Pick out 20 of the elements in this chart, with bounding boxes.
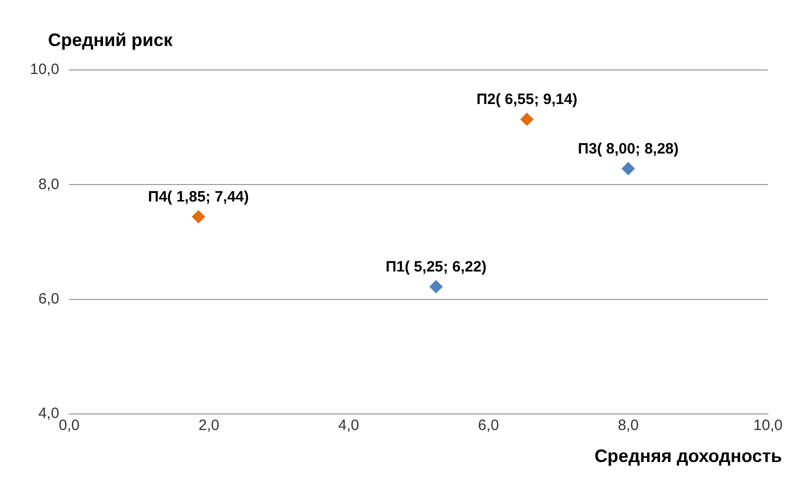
y-tick-label: 6,0: [38, 290, 60, 308]
point: [520, 112, 534, 126]
annotation: П1( 5,25; 6,22): [386, 258, 486, 276]
point: [192, 210, 205, 224]
annotation: П3( 8,00; 8,28): [578, 140, 679, 158]
point: [622, 162, 635, 176]
y-tick-label: 10,0: [30, 61, 60, 78]
annotation: П4( 1,85; 7,44): [148, 188, 249, 206]
x-tick-label: 0,0: [58, 417, 80, 434]
x-tick-label: 4,0: [338, 417, 360, 434]
x-tick-label: 6,0: [478, 417, 499, 434]
y-tick-label: 4,0: [38, 405, 60, 422]
y-tick-label: 8,0: [38, 176, 60, 193]
annotation: П2( 6,55; 9,14): [476, 90, 578, 108]
x-tick-label: 2,0: [198, 417, 220, 434]
y-axis-title: Средний риск: [48, 30, 174, 50]
x-axis-title: Средняя доходность: [594, 446, 782, 466]
x-tick-label: 10,0: [753, 417, 783, 434]
point: [430, 280, 443, 294]
x-tick-label: 8,0: [618, 417, 639, 434]
